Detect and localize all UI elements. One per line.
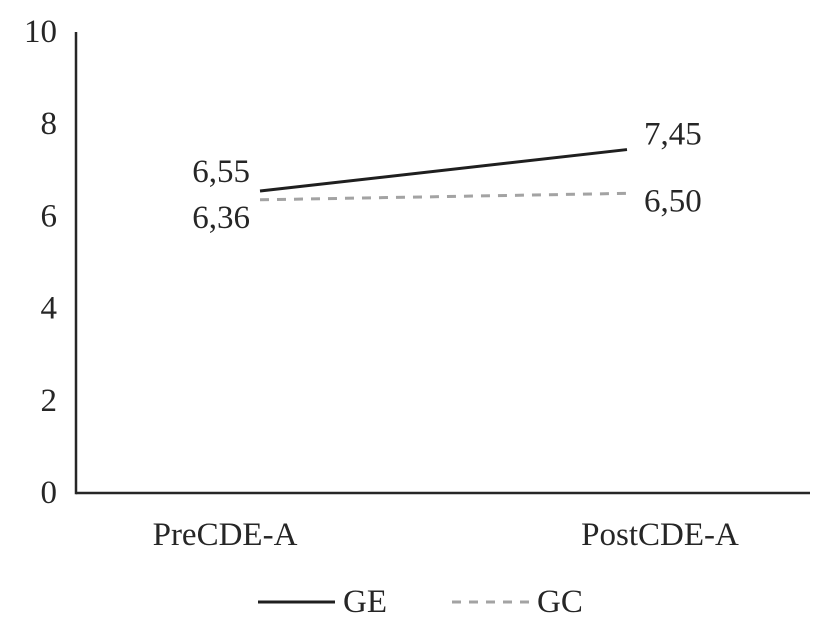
y-tick-label: 10 bbox=[24, 14, 57, 50]
legend-label-ge: GE bbox=[343, 584, 387, 620]
x-category-label: PreCDE-A bbox=[153, 517, 298, 553]
y-tick-label: 8 bbox=[41, 106, 58, 142]
y-tick-label: 0 bbox=[41, 475, 58, 511]
y-tick-label: 4 bbox=[41, 291, 58, 327]
y-tick-label: 2 bbox=[41, 383, 58, 419]
legend-label-gc: GC bbox=[537, 584, 583, 620]
series-line-gc bbox=[259, 191, 628, 202]
series-line-ge bbox=[259, 148, 628, 193]
data-label-gc-1: 6,50 bbox=[644, 183, 702, 219]
data-label-gc-0: 6,36 bbox=[192, 200, 250, 236]
x-category-label: PostCDE-A bbox=[581, 517, 739, 553]
y-tick-label: 6 bbox=[41, 198, 58, 234]
data-label-ge-0: 6,55 bbox=[192, 154, 250, 190]
data-label-ge-1: 7,45 bbox=[644, 117, 702, 153]
